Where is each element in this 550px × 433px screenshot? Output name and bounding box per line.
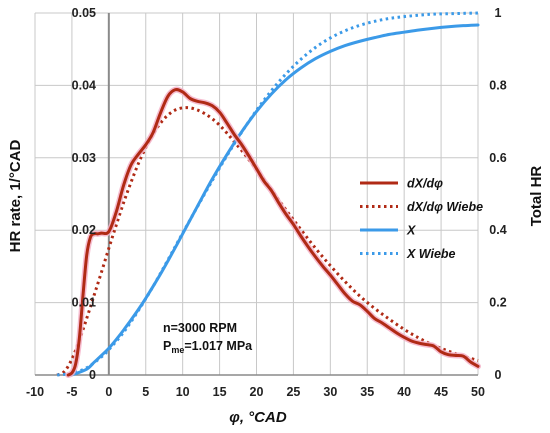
y-tick-label: 0 bbox=[89, 368, 96, 382]
x-tick-label: 45 bbox=[434, 385, 448, 399]
y2-tick-label: 0 bbox=[495, 368, 502, 382]
x-tick-label: 40 bbox=[397, 385, 411, 399]
series-line-x bbox=[70, 23, 480, 377]
x-tick-label: -5 bbox=[66, 385, 77, 399]
x-tick-label: 35 bbox=[360, 385, 374, 399]
x-tick-label: 10 bbox=[176, 385, 190, 399]
y2-axis-label: Total HR bbox=[528, 166, 545, 227]
x-tick-label: 30 bbox=[323, 385, 337, 399]
zero-axis bbox=[35, 13, 478, 376]
y2-tick-label: 0.6 bbox=[489, 151, 506, 165]
series-line-dx-d bbox=[66, 88, 480, 377]
y-axis-label: HR rate, 1/°CAD bbox=[7, 139, 24, 252]
legend-label-dx-d-wiebe: dX/dφ Wiebe bbox=[407, 200, 483, 214]
y-tick-label: 0.02 bbox=[72, 223, 96, 237]
x-tick-label: 50 bbox=[471, 385, 485, 399]
x-tick-label: 25 bbox=[286, 385, 300, 399]
y-tick-label: 0.01 bbox=[72, 296, 96, 310]
y2-tick-label: 0.8 bbox=[489, 78, 506, 92]
y-tick-label: 0.05 bbox=[72, 6, 96, 20]
legend-label-dx-d: dX/dφ bbox=[407, 177, 443, 191]
legend-label-x: X bbox=[406, 224, 416, 238]
x-axis-label: φ, °CAD bbox=[229, 409, 287, 426]
y2-tick-label: 0.2 bbox=[489, 296, 506, 310]
x-tick-label: 20 bbox=[250, 385, 264, 399]
y-tick-labels: 0 0.01 0.02 0.03 0.04 0.05 bbox=[72, 6, 96, 382]
y2-tick-label: 1 bbox=[495, 6, 502, 20]
y2-tick-labels: 0 0.2 0.4 0.6 0.8 1 bbox=[489, 6, 506, 382]
series-layer bbox=[56, 11, 481, 378]
legend-label-x-wiebe: X Wiebe bbox=[406, 247, 456, 261]
annotation: n=3000 RPM Pme=1.017 MPa bbox=[163, 321, 253, 355]
y2-tick-label: 0.4 bbox=[489, 223, 506, 237]
x-tick-label: 15 bbox=[213, 385, 227, 399]
x-tick-label: -10 bbox=[26, 385, 44, 399]
grid bbox=[34, 12, 479, 376]
annotation-rpm: n=3000 RPM bbox=[163, 321, 237, 335]
x-tick-label: 5 bbox=[142, 385, 149, 399]
x-tick-label: 0 bbox=[105, 385, 112, 399]
series-line-dx-d-wiebe bbox=[56, 106, 479, 377]
x-tick-labels: -10 -5 0 5 10 15 20 25 30 35 40 45 50 bbox=[26, 385, 485, 399]
y-tick-label: 0.04 bbox=[72, 78, 96, 92]
y-tick-label: 0.03 bbox=[72, 151, 96, 165]
annotation-pme: Pme=1.017 MPa bbox=[163, 339, 253, 355]
legend: dX/dφ dX/dφ Wiebe X X Wiebe bbox=[360, 177, 483, 261]
series-hr-rate-halo bbox=[65, 86, 481, 378]
